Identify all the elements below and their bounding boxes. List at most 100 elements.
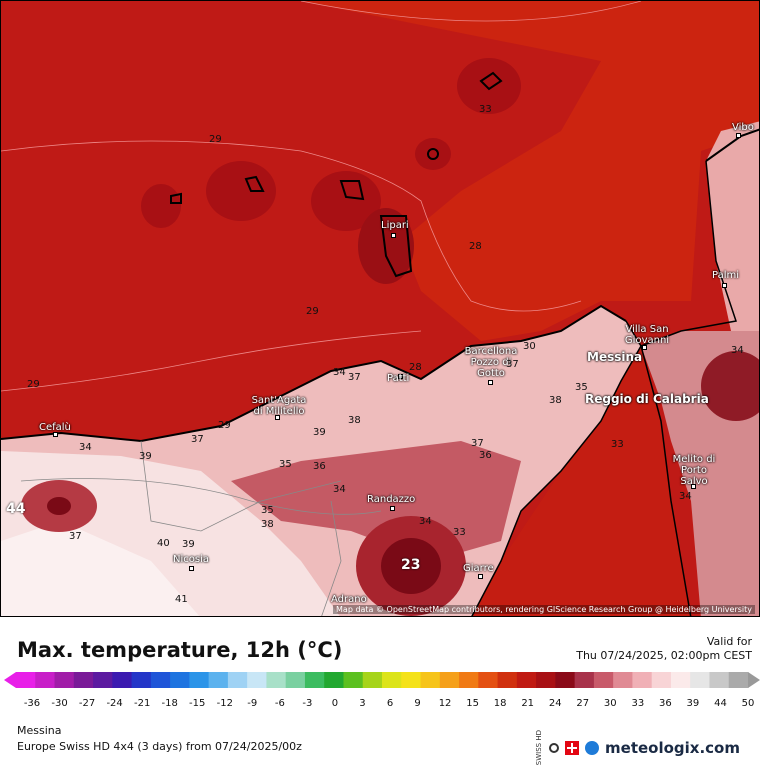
scale-segment <box>439 672 460 688</box>
location-name: Messina <box>17 724 62 737</box>
etna-inner <box>381 538 441 594</box>
scale-segment <box>16 672 36 688</box>
scale-segment <box>613 672 633 688</box>
scale-segment <box>555 672 576 688</box>
scale-tick-label: -12 <box>216 698 233 709</box>
isoline-label: 28 <box>469 241 482 252</box>
temperature-map[interactable]: Vibo Lipari Palmi Villa San Giovanni Mes… <box>0 0 760 617</box>
calabria-north <box>706 121 759 331</box>
island-outline <box>170 192 182 204</box>
isoline-label: 33 <box>453 527 466 538</box>
province-border <box>140 440 342 532</box>
isoline-label: 37 <box>191 434 204 445</box>
aspromonte <box>701 351 759 421</box>
scale-segment <box>208 672 229 688</box>
island-alicudi <box>206 161 276 221</box>
meteologix-logo-icon <box>585 740 600 755</box>
valid-label: Valid for <box>706 635 752 648</box>
sicily-interior-hottest <box>1 521 200 616</box>
city-label: Melito di Porto Salvo <box>672 454 716 487</box>
scale-segment <box>93 672 113 688</box>
scale-tick-label: 30 <box>603 698 617 709</box>
scale-tick-label: -3 <box>302 698 313 709</box>
city-label: Nicosia <box>173 554 209 565</box>
scale-segment <box>112 672 133 688</box>
scale-tick-label: 50 <box>741 698 755 709</box>
isoline-label: 39 <box>313 427 326 438</box>
scale-segment <box>536 672 556 688</box>
scale-segment <box>593 672 614 688</box>
sicily-east-coast <box>471 320 642 616</box>
scale-segment <box>266 672 287 688</box>
scale-segment <box>651 672 672 688</box>
calabria-north-coast <box>705 128 759 162</box>
isotherm-line <box>300 1 642 22</box>
scale-tick-label: 9 <box>414 698 421 709</box>
scale-tick-label: 36 <box>659 698 672 709</box>
isoline-label: 40 <box>157 538 170 549</box>
isoline-label: 35 <box>279 459 292 470</box>
scale-tick-label: 27 <box>576 698 590 709</box>
scale-segment <box>459 672 479 688</box>
isoline-label: 36 <box>479 450 492 461</box>
isoline-label: 38 <box>261 519 274 530</box>
brand[interactable]: SWISS HD meteologix.com <box>535 730 748 765</box>
isotherm-line <box>1 330 422 392</box>
scale-segment <box>150 672 171 688</box>
city-label: Patti <box>387 373 410 384</box>
scale-segment <box>54 672 75 688</box>
sea-warm-zone <box>301 1 759 341</box>
scale-segment <box>227 672 248 688</box>
island-lipari <box>358 208 414 284</box>
isoline-label: 39 <box>139 451 152 462</box>
magnifier-icon[interactable] <box>549 742 560 753</box>
island-outline <box>339 180 365 201</box>
city-dot <box>189 566 194 571</box>
scale-segment <box>516 672 537 688</box>
scale-segment <box>709 672 730 688</box>
isoline-label: 29 <box>209 134 222 145</box>
scale-tick-label: 3 <box>359 698 366 709</box>
madonie-core <box>47 497 71 515</box>
scale-segment <box>170 672 190 688</box>
model-info: Europe Swiss HD 4x4 (3 days) from 07/24/… <box>17 740 302 753</box>
isoline-label: 34 <box>731 345 744 356</box>
city-label: Vibo <box>732 122 754 133</box>
scale-segment <box>247 672 267 688</box>
city-dot <box>390 506 395 511</box>
scale-segment <box>574 672 595 688</box>
isoline-label: 34 <box>333 367 346 378</box>
scale-segment <box>690 672 710 688</box>
city-label: Giarre <box>463 563 494 574</box>
city-label: Cefalù <box>39 422 71 433</box>
scale-segment <box>131 672 152 688</box>
city-dot <box>642 345 647 350</box>
scale-bars <box>16 672 749 688</box>
city-dot <box>53 432 58 437</box>
color-scale <box>4 672 760 688</box>
scale-tick-label: 15 <box>466 698 479 709</box>
city-label: Adrano <box>331 594 367 605</box>
scale-arrow-right <box>748 672 760 688</box>
city-label: Reggio di Calabria <box>585 392 709 406</box>
scale-segment <box>382 672 402 688</box>
city-dot <box>722 283 727 288</box>
isoline-label: 29 <box>218 420 231 431</box>
scale-tick-label: -36 <box>23 698 41 709</box>
isoline-label: 41 <box>175 594 188 605</box>
city-dot <box>736 133 741 138</box>
isotherm-line <box>1 140 582 312</box>
isoline-label: 33 <box>479 104 492 115</box>
scale-segment <box>478 672 499 688</box>
valid-time: Valid for Thu 07/24/2025, 02:00pm CEST <box>576 635 752 663</box>
scale-segment <box>189 672 210 688</box>
chart-title: Max. temperature, 12h (°C) <box>17 638 343 662</box>
city-label: Lipari <box>381 220 409 231</box>
city-label: Barcellona Pozzo di Gotto <box>464 346 518 379</box>
scale-tick-label: -30 <box>51 698 68 709</box>
isoline-label: 30 <box>523 341 536 352</box>
scale-tick-label: -21 <box>133 698 151 709</box>
scale-arrow-left <box>4 672 16 688</box>
scale-tick-label: -9 <box>247 698 258 709</box>
island-outline <box>479 71 503 91</box>
